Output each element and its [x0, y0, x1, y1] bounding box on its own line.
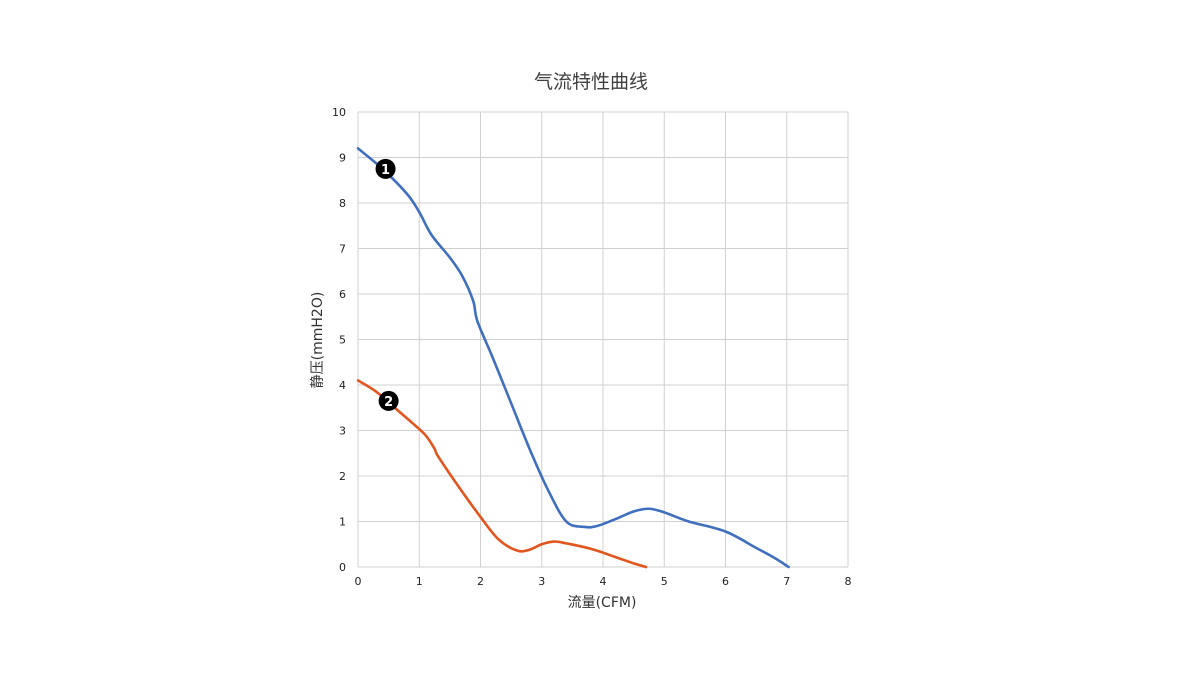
series-marker-label-1: 1: [381, 163, 390, 178]
y-tick-label: 4: [339, 379, 346, 392]
series-line-1: [356, 147, 790, 569]
y-tick-label: 8: [339, 197, 346, 210]
series-marker-1: [375, 158, 396, 179]
series-marker-label-2: 2: [384, 395, 393, 410]
x-tick-label: 3: [538, 575, 545, 588]
y-tick-label: 10: [332, 106, 346, 119]
series-markers: 12: [375, 158, 399, 411]
y-tick-label: 6: [339, 288, 346, 301]
x-tick-label: 5: [661, 575, 668, 588]
series-marker-2: [378, 390, 399, 411]
grid: [357, 111, 849, 568]
series-line-2: [356, 379, 648, 569]
x-tick-label: 7: [783, 575, 790, 588]
y-tick-label: 3: [339, 425, 346, 438]
x-tick-label: 0: [355, 575, 362, 588]
y-tick-label: 0: [339, 561, 346, 574]
series-lines: [356, 147, 790, 569]
x-tick-label: 6: [722, 575, 729, 588]
y-tick-label: 9: [339, 152, 346, 165]
y-tick-label: 7: [339, 243, 346, 256]
chart-title: 气流特性曲线: [534, 71, 648, 93]
y-axis-label: 静压(mmH2O): [310, 292, 326, 389]
y-tick-label: 2: [339, 470, 346, 483]
x-axis-label: 流量(CFM): [568, 595, 637, 611]
x-tick-label: 4: [600, 575, 607, 588]
x-tick-label: 2: [477, 575, 484, 588]
y-tick-label: 5: [339, 334, 346, 347]
x-tick-label: 8: [845, 575, 852, 588]
y-tick-label: 1: [339, 516, 346, 529]
x-tick-label: 1: [416, 575, 423, 588]
